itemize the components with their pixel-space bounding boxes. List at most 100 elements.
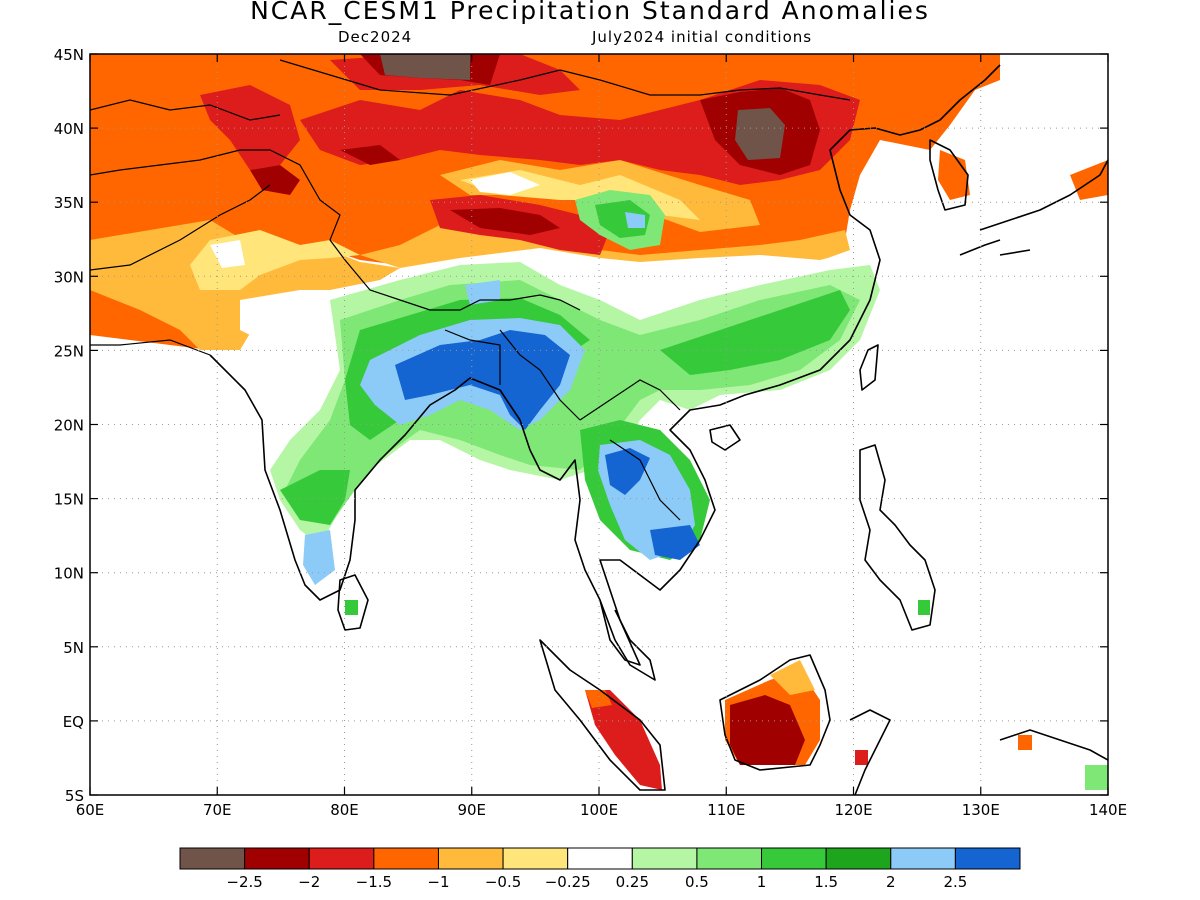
wet-philippines-patch bbox=[918, 600, 930, 615]
hainan-coast bbox=[709, 424, 741, 451]
colorbar-label: 0.25 bbox=[616, 873, 649, 891]
colorbar-label: 1 bbox=[757, 873, 767, 891]
dry-korea-patch bbox=[938, 150, 970, 200]
wet-zone-lightblue-india bbox=[303, 530, 335, 585]
border-line bbox=[90, 339, 211, 356]
lon-tick-label: 90E bbox=[457, 801, 486, 819]
wet-zone-medium-green-east bbox=[660, 290, 850, 375]
coastlines bbox=[209, 64, 1108, 795]
axes: 60E 70E 80E 90E 100E 110E 120E 130E 140E 5S EQ 5N 10… bbox=[54, 46, 1127, 819]
sumatra-coast bbox=[539, 639, 666, 791]
lat-tick-label: 15N bbox=[54, 491, 84, 509]
colorbar-swatch bbox=[437, 847, 504, 870]
forecast-month: Dec2024 bbox=[338, 28, 413, 46]
brown-core-northchina bbox=[735, 108, 785, 160]
map-title: NCAR_CESM1 Precipitation Standard Anomal… bbox=[250, 0, 930, 25]
lat-tick-label: 10N bbox=[54, 565, 84, 583]
darkred-central bbox=[340, 145, 400, 165]
colorbar-swatch bbox=[761, 847, 827, 870]
india-coast bbox=[209, 354, 531, 601]
colorbar-swatch bbox=[308, 847, 375, 870]
colorbar-swatch bbox=[179, 847, 246, 870]
colorbar-label: −1.5 bbox=[356, 873, 392, 891]
colorbar-label: −1 bbox=[427, 873, 449, 891]
korea-coast bbox=[929, 139, 969, 211]
colorbar-label: −2 bbox=[298, 873, 320, 891]
brown-core-mongolia bbox=[380, 54, 470, 80]
darkred-kyrgyz bbox=[250, 165, 300, 195]
lon-tick-label: 120E bbox=[834, 801, 872, 819]
dry-japan-patch bbox=[1070, 160, 1108, 200]
lat-tick-label: 45N bbox=[54, 46, 84, 64]
wet-zone-medium-green-india bbox=[280, 470, 350, 525]
lon-tick-label: 70E bbox=[203, 801, 232, 819]
border-line bbox=[90, 184, 271, 271]
colorbar-swatch bbox=[502, 847, 569, 870]
colorbar-label: −2.5 bbox=[226, 873, 262, 891]
colorbar-swatch bbox=[954, 847, 1021, 870]
colorbar-label: 0.5 bbox=[685, 873, 709, 891]
borneo-coast bbox=[719, 654, 831, 771]
colorbar-swatch bbox=[696, 847, 763, 870]
lat-tick-label: 30N bbox=[54, 268, 84, 286]
lon-tick-label: 140E bbox=[1089, 801, 1127, 819]
anomaly-fill-layer bbox=[90, 54, 1108, 790]
colorbar-label: −0.25 bbox=[545, 873, 591, 891]
colorbar-label: −0.5 bbox=[485, 873, 521, 891]
wet-zone-lightblue-tibet bbox=[465, 280, 500, 305]
taiwan-coast bbox=[859, 344, 879, 391]
dry-borneo-core bbox=[730, 695, 805, 765]
lon-tick-label: 100E bbox=[580, 801, 618, 819]
neutral-zone-sw bbox=[240, 290, 340, 345]
lat-tick-label: 5N bbox=[63, 639, 84, 657]
indochina-coast bbox=[529, 64, 1001, 666]
lat-tick-label: 5S bbox=[65, 787, 84, 805]
border-line bbox=[90, 99, 281, 121]
country-borders bbox=[90, 59, 851, 521]
lat-tick-label: 40N bbox=[54, 120, 84, 138]
wet-core-blue bbox=[395, 330, 570, 430]
dry-sulawesi-patch bbox=[855, 750, 868, 765]
wet-newguinea-patch bbox=[1085, 765, 1108, 790]
wet-srilanka-patch bbox=[345, 600, 358, 615]
lon-tick-label: 60E bbox=[76, 801, 105, 819]
colorbar-swatch bbox=[244, 847, 310, 870]
wet-core-blue-cambodia bbox=[650, 525, 700, 560]
dry-sumatra bbox=[585, 690, 662, 790]
colorbar-swatch bbox=[631, 847, 698, 870]
border-line bbox=[444, 329, 581, 421]
srilanka-coast bbox=[337, 574, 369, 631]
darkred-tibet bbox=[450, 208, 560, 235]
neutral-patch-1 bbox=[470, 172, 540, 195]
border-line bbox=[279, 59, 851, 101]
lon-tick-label: 110E bbox=[707, 801, 745, 819]
colorbar-swatch bbox=[825, 847, 892, 870]
border-line bbox=[579, 379, 681, 521]
lat-tick-label: 25N bbox=[54, 342, 84, 360]
dry-newguinea-patch bbox=[1018, 735, 1032, 750]
colorbar-swatch bbox=[890, 847, 956, 870]
neutral-zone-east bbox=[560, 250, 870, 330]
colorbar-label: 2 bbox=[886, 873, 896, 891]
colorbar: −2.5 −2 −1.5 −1 −0.5 −0.25 0.25 0.5 1 1.5 2 2.5 bbox=[179, 847, 1021, 891]
lat-tick-label: 35N bbox=[54, 194, 84, 212]
colorbar-swatch bbox=[373, 847, 439, 870]
philippines-coast bbox=[859, 444, 936, 631]
lon-tick-label: 130E bbox=[962, 801, 1000, 819]
lat-tick-label: EQ bbox=[63, 713, 84, 731]
dry-core-kyrgyz bbox=[200, 85, 300, 170]
sulawesi-coast bbox=[849, 709, 891, 795]
wet-patch-north-core bbox=[595, 200, 650, 238]
malay-coast bbox=[599, 599, 656, 681]
lon-tick-label: 80E bbox=[330, 801, 359, 819]
dry-borneo-edge bbox=[770, 660, 815, 695]
border-line bbox=[90, 149, 581, 311]
colorbar-swatch bbox=[567, 847, 633, 870]
neutral-patch-2 bbox=[210, 240, 245, 268]
lat-tick-label: 20N bbox=[54, 417, 84, 435]
japan-coast bbox=[959, 159, 1108, 256]
colorbar-label: 1.5 bbox=[814, 873, 838, 891]
colorbar-label: 2.5 bbox=[943, 873, 967, 891]
wet-patch-north-blue bbox=[625, 212, 645, 228]
